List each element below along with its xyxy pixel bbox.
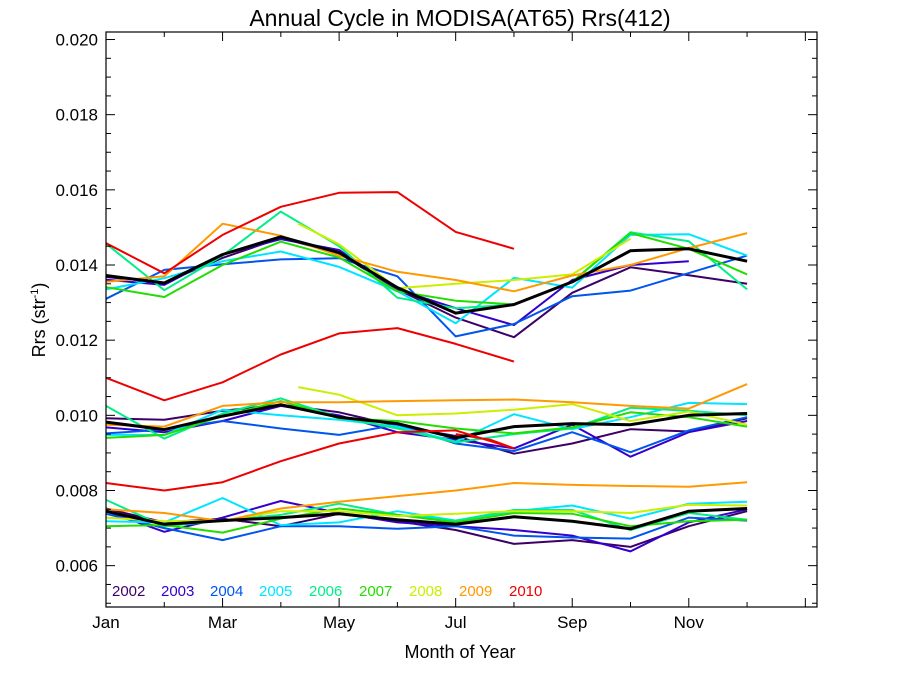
y-tick-label: 0.020	[55, 31, 98, 50]
series-line-8	[105, 191, 515, 275]
y-axis-label: Rrs (str-1)	[29, 283, 49, 358]
y-tick-label: 0.014	[55, 256, 98, 275]
series-line-5	[105, 232, 748, 306]
series-layer	[105, 191, 748, 553]
legend-item-2004: 2004	[210, 583, 243, 600]
y-tick-label: 0.006	[55, 557, 98, 576]
series-line-4	[105, 210, 748, 310]
x-tick-label: May	[323, 613, 356, 632]
legend-item-2007: 2007	[359, 583, 392, 600]
series-line-18	[105, 327, 515, 402]
x-tick-label: Nov	[674, 613, 705, 632]
legend-item-2002: 2002	[112, 583, 145, 600]
legend-item-2008: 2008	[409, 583, 442, 600]
plot-frame	[105, 31, 818, 608]
series-line-23	[105, 512, 748, 542]
series-line-7	[105, 222, 748, 293]
x-axis: Jan Mar May Jul Sep Nov	[92, 32, 806, 632]
series-line-29	[105, 429, 515, 492]
legend-item-2009: 2009	[459, 583, 492, 600]
y-tick-label: 0.012	[55, 331, 98, 350]
y-tick-label: 0.010	[55, 406, 98, 425]
x-tick-label: Mar	[208, 613, 238, 632]
x-tick-label: Sep	[557, 613, 587, 632]
y-tick-label: 0.016	[55, 181, 98, 200]
x-axis-label: Month of Year	[404, 642, 515, 662]
x-tick-label: Jul	[445, 613, 467, 632]
chart-title: Annual Cycle in MODISA(AT65) Rrs(412)	[249, 5, 670, 31]
y-axis-label-superscript: -1	[29, 289, 41, 299]
y-axis-label-close: )	[29, 283, 49, 289]
series-line-13	[106, 401, 748, 443]
x-tick-label: Jan	[92, 613, 119, 632]
y-tick-label: 0.018	[55, 106, 98, 125]
y-axis: 0.006 0.008 0.010 0.012 0.014 0.016 0.018 0.020	[55, 31, 817, 604]
legend-item-2005: 2005	[259, 583, 292, 600]
series-line-0	[105, 236, 748, 339]
legend-item-2003: 2003	[161, 583, 194, 600]
series-line-9	[105, 235, 748, 315]
series-line-30	[105, 507, 748, 531]
y-axis-label-base: Rrs (str	[29, 298, 49, 357]
legend: 2002 2003 2004 2005 2006 2007 2008 2009 2010	[112, 583, 542, 600]
y-tick-label: 0.008	[55, 481, 98, 500]
series-line-6	[297, 222, 632, 290]
series-line-17	[105, 383, 748, 428]
legend-item-2010: 2010	[509, 583, 542, 600]
legend-item-2006: 2006	[309, 583, 342, 600]
